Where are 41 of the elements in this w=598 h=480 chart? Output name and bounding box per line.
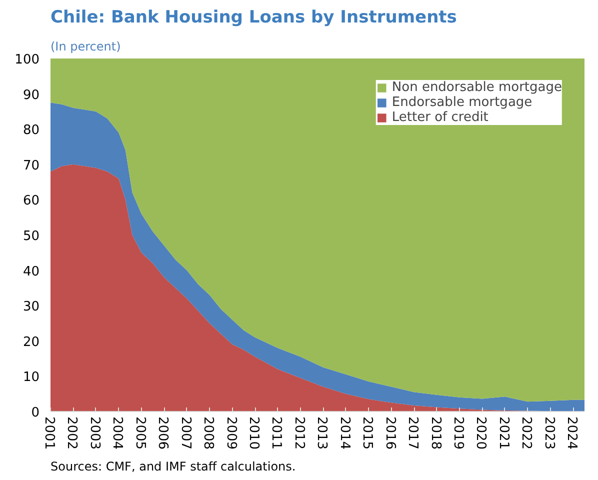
x-tick-label: 2012 <box>291 416 306 450</box>
x-tick-label: 2023 <box>541 416 556 450</box>
x-tick-label: 2019 <box>450 416 466 450</box>
y-tick-label: 100 <box>14 52 40 68</box>
x-tick-label: 2001 <box>42 416 56 450</box>
x-tick-label: 2006 <box>155 416 170 450</box>
y-tick-label: 90 <box>22 88 40 103</box>
x-tick-label: 2005 <box>132 416 148 450</box>
legend-label: Letter of credit <box>392 110 488 125</box>
y-tick-label: 30 <box>22 300 40 315</box>
x-tick-label: 2007 <box>178 416 193 450</box>
x-tick-label: 2002 <box>64 416 80 450</box>
x-tick-label: 2008 <box>200 416 216 450</box>
y-tick-label: 40 <box>22 264 40 280</box>
legend-label: Non endorsable mortgage <box>392 80 562 95</box>
x-tick-label: 2020 <box>473 416 488 450</box>
x-tick-label: 2010 <box>246 416 262 450</box>
x-tick-label: 2022 <box>518 416 534 450</box>
y-tick-label: 0 <box>31 406 40 420</box>
x-tick-label: 2009 <box>223 416 238 450</box>
y-tick-label: 50 <box>22 229 40 244</box>
x-tick-label: 2004 <box>110 416 125 450</box>
y-tick-label: 80 <box>22 123 40 138</box>
x-tick-label: 2013 <box>314 416 330 450</box>
x-tick-label: 2011 <box>268 416 284 450</box>
x-tick-label: 2016 <box>382 416 398 450</box>
x-tick-label: 2021 <box>496 416 511 450</box>
x-tick-label: 2017 <box>405 416 420 450</box>
chart-subtitle: (In percent) <box>50 40 121 54</box>
legend-label: Endorsable mortgage <box>392 95 532 110</box>
chart-title: Chile: Bank Housing Loans by Instruments <box>50 8 457 28</box>
x-tick-label: 2015 <box>360 416 375 450</box>
y-tick-label: 20 <box>22 334 40 350</box>
source-note: Sources: CMF, and IMF staff calculations. <box>50 460 296 474</box>
x-tick-label: 2024 <box>564 416 580 450</box>
x-tick-label: 2018 <box>428 416 443 450</box>
y-tick-label: 60 <box>22 194 40 209</box>
x-tick-label: 2003 <box>86 416 102 450</box>
y-tick-label: 70 <box>22 158 40 174</box>
x-tick-label: 2014 <box>336 416 352 450</box>
y-tick-label: 10 <box>22 370 40 386</box>
